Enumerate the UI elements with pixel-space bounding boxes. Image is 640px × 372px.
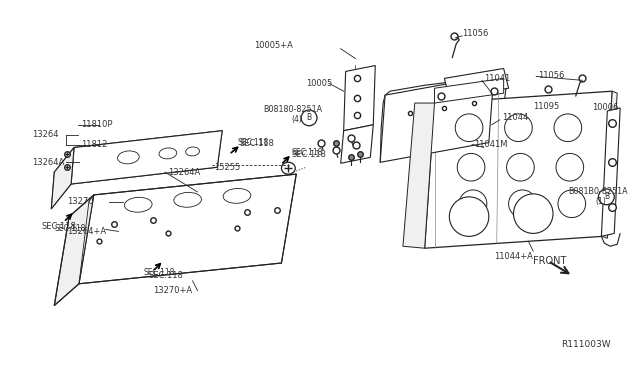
Text: 11041: 11041 [484, 74, 510, 83]
Text: 13270+A: 13270+A [153, 286, 192, 295]
Polygon shape [602, 108, 620, 236]
Polygon shape [54, 195, 94, 305]
Ellipse shape [174, 192, 202, 207]
Text: SEC.118: SEC.118 [143, 269, 175, 278]
Circle shape [598, 189, 614, 205]
Circle shape [301, 110, 317, 126]
Text: 11044+A: 11044+A [494, 251, 532, 261]
Text: 13264A: 13264A [168, 168, 200, 177]
Text: 11095: 11095 [533, 102, 559, 110]
Polygon shape [444, 68, 509, 98]
Text: (1): (1) [595, 197, 606, 206]
Polygon shape [380, 76, 494, 162]
Ellipse shape [118, 151, 140, 164]
Circle shape [558, 190, 586, 218]
Ellipse shape [282, 162, 295, 174]
Circle shape [460, 190, 487, 218]
Text: R111003W: R111003W [561, 340, 611, 349]
Text: SEC.118: SEC.118 [237, 138, 268, 147]
Text: 11810P: 11810P [81, 120, 113, 129]
Polygon shape [340, 125, 373, 163]
Circle shape [507, 153, 534, 181]
Text: 15255: 15255 [214, 163, 241, 172]
Text: B: B [604, 192, 609, 201]
Circle shape [457, 153, 485, 181]
Ellipse shape [186, 147, 200, 156]
Polygon shape [79, 174, 296, 284]
Polygon shape [403, 103, 435, 248]
Circle shape [554, 114, 582, 142]
Circle shape [504, 114, 532, 142]
Text: 11056: 11056 [462, 29, 488, 38]
Text: SEC.118: SEC.118 [54, 224, 86, 233]
Circle shape [556, 153, 584, 181]
Circle shape [509, 190, 536, 218]
Polygon shape [71, 131, 222, 184]
Text: 11041M: 11041M [474, 140, 508, 149]
Text: 13264A: 13264A [33, 158, 65, 167]
Ellipse shape [124, 197, 152, 212]
Circle shape [449, 197, 489, 236]
Text: (4): (4) [291, 115, 302, 124]
Text: SEC.118: SEC.118 [148, 271, 183, 280]
Text: FRONT: FRONT [533, 256, 566, 266]
Text: 10005+A: 10005+A [254, 41, 292, 50]
Text: 10005: 10005 [306, 79, 332, 88]
Text: B081B0-8251A: B081B0-8251A [568, 187, 627, 196]
Text: 11812: 11812 [81, 140, 108, 149]
Text: SEC.118: SEC.118 [291, 150, 326, 159]
Polygon shape [435, 78, 504, 103]
Circle shape [455, 114, 483, 142]
Text: SEC.118: SEC.118 [42, 222, 76, 231]
Text: 13264+A: 13264+A [67, 227, 106, 236]
Polygon shape [344, 65, 375, 131]
Text: B: B [307, 113, 312, 122]
Text: 11044: 11044 [502, 113, 528, 122]
Text: B08180-8251A: B08180-8251A [264, 105, 323, 115]
Polygon shape [602, 91, 617, 238]
Text: 13270: 13270 [67, 197, 93, 206]
Ellipse shape [223, 189, 251, 203]
Circle shape [513, 194, 553, 233]
Text: 11056: 11056 [538, 71, 564, 80]
Text: SEC.118: SEC.118 [240, 139, 275, 148]
Polygon shape [425, 91, 612, 248]
Text: 10006: 10006 [593, 103, 619, 112]
Text: SEC.118: SEC.118 [291, 148, 323, 157]
Ellipse shape [159, 148, 177, 159]
Polygon shape [51, 147, 74, 209]
Text: 13264: 13264 [33, 130, 59, 139]
